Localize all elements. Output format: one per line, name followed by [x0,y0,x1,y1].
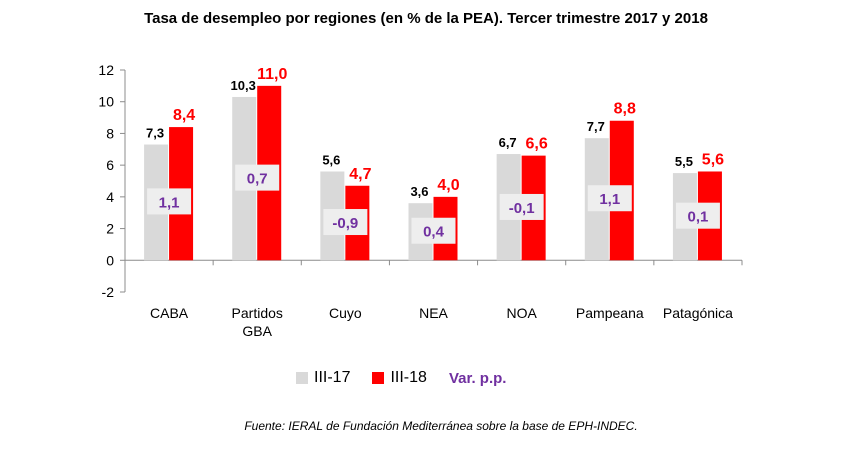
variation-label: 1,1 [159,194,180,211]
legend-label-iii-17: III-17 [314,369,351,386]
category-label: NEA [419,305,448,321]
y-tick-label: 8 [106,125,114,141]
category-label: NOA [506,305,537,321]
data-label-iii-17: 10,3 [231,78,256,93]
category-label: GBA [242,323,272,339]
variation-box [411,217,456,244]
y-tick-label: 12 [98,62,114,78]
variation-box [499,193,544,220]
variation-label: -0,1 [509,200,535,217]
y-tick-label: -2 [102,284,115,300]
source-note: Fuente: IERAL de Fundación Mediterránea … [244,419,638,433]
y-tick-label: 10 [98,94,114,110]
variation-label: 1,1 [599,191,620,208]
data-label-iii-17: 7,3 [146,126,164,141]
data-label-iii-18: 8,8 [614,101,636,118]
data-label-iii-18: 8,4 [173,107,195,124]
legend-label-var: Var. p.p. [448,369,507,387]
legend-item-iii-17: III-17 [296,369,350,387]
category-label: CABA [150,305,189,321]
data-label-iii-18: 4,7 [349,166,371,183]
category-label: Patagónica [663,305,733,321]
legend-swatch-iii-17 [296,372,308,384]
data-label-iii-17: 5,6 [322,152,340,167]
variation-box [323,209,368,236]
data-label-iii-18: 6,6 [526,136,548,153]
chart-title: Tasa de desempleo por regiones (en % de … [144,10,708,27]
variation-label: 0,4 [423,224,445,241]
variation-box [675,202,720,229]
variation-label: -0,9 [332,215,358,232]
variation-label: 0,1 [687,209,708,226]
data-label-iii-18: 11,0 [257,66,287,83]
y-tick-label: 0 [106,252,114,268]
legend-swatch-iii-18 [372,372,385,384]
variation-box [147,188,192,215]
legend: III-17 III-18 Var. p.p. [296,366,528,390]
y-tick-label: 6 [106,157,114,173]
variation-box [235,164,280,191]
legend-item-iii-18: III-18 [372,369,427,387]
category-label: Partidos [232,305,283,321]
legend-item-var: Var. p.p. [449,370,507,387]
data-label-iii-17: 6,7 [499,135,517,150]
data-label-iii-18: 4,0 [437,177,459,194]
data-label-iii-17: 5,5 [675,154,693,169]
data-label-iii-17: 7,7 [587,119,605,134]
legend-label-iii-18: III-18 [390,369,427,386]
data-label-iii-17: 3,6 [410,184,428,199]
category-label: Pampeana [576,305,644,321]
y-tick-label: 4 [106,189,114,205]
y-tick-label: 2 [106,221,114,237]
variation-label: 0,7 [247,171,268,188]
variation-box [587,185,632,212]
data-label-iii-18: 5,6 [702,151,724,168]
category-label: Cuyo [329,305,362,321]
